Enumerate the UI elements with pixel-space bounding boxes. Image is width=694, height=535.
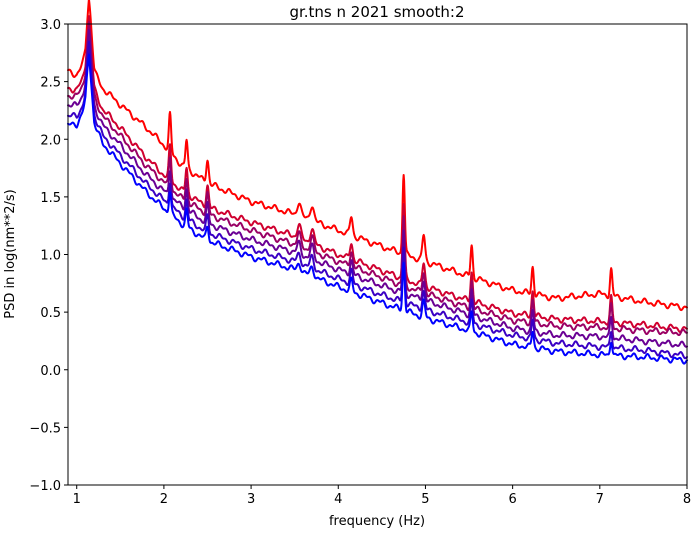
chart-title: gr.tns n 2021 smooth:2 — [289, 3, 464, 21]
y-axis-label: PSD in log(nm**2/s) — [3, 189, 18, 319]
x-tick-label: 3 — [247, 492, 255, 507]
y-tick-label: −1.0 — [29, 479, 61, 494]
y-tick-label: 0.0 — [40, 364, 61, 379]
y-tick-label: 2.0 — [40, 133, 61, 148]
y-tick-label: 2.5 — [40, 76, 61, 91]
series-line-1 — [67, 0, 688, 312]
plot-frame — [67, 23, 688, 486]
y-tick-label: 3.0 — [40, 18, 61, 33]
y-tick-label: −0.5 — [29, 421, 61, 436]
x-tick-label: 6 — [508, 492, 516, 507]
x-tick-label: 4 — [334, 492, 342, 507]
x-tick-label: 1 — [73, 492, 81, 507]
x-tick-label: 5 — [421, 492, 429, 507]
x-tick-label: 8 — [683, 492, 691, 507]
y-tick-label: 1.0 — [40, 249, 61, 264]
axes-layer: 1 2 3 4 5 6 7 8 3.0 2.5 2.0 1.5 1.0 0.5 0.0 −0.5 −1.0 — [29, 18, 691, 507]
x-axis-label: frequency (Hz) — [329, 514, 425, 529]
y-tick-label: 1.5 — [40, 191, 61, 206]
x-tick-label: 7 — [596, 492, 604, 507]
series-line-3 — [67, 21, 688, 337]
x-tick-label: 2 — [160, 492, 168, 507]
series-line-5 — [67, 40, 688, 360]
series-layer — [67, 0, 688, 365]
y-tick-label: 0.5 — [40, 306, 61, 321]
series-line-6 — [67, 53, 688, 365]
